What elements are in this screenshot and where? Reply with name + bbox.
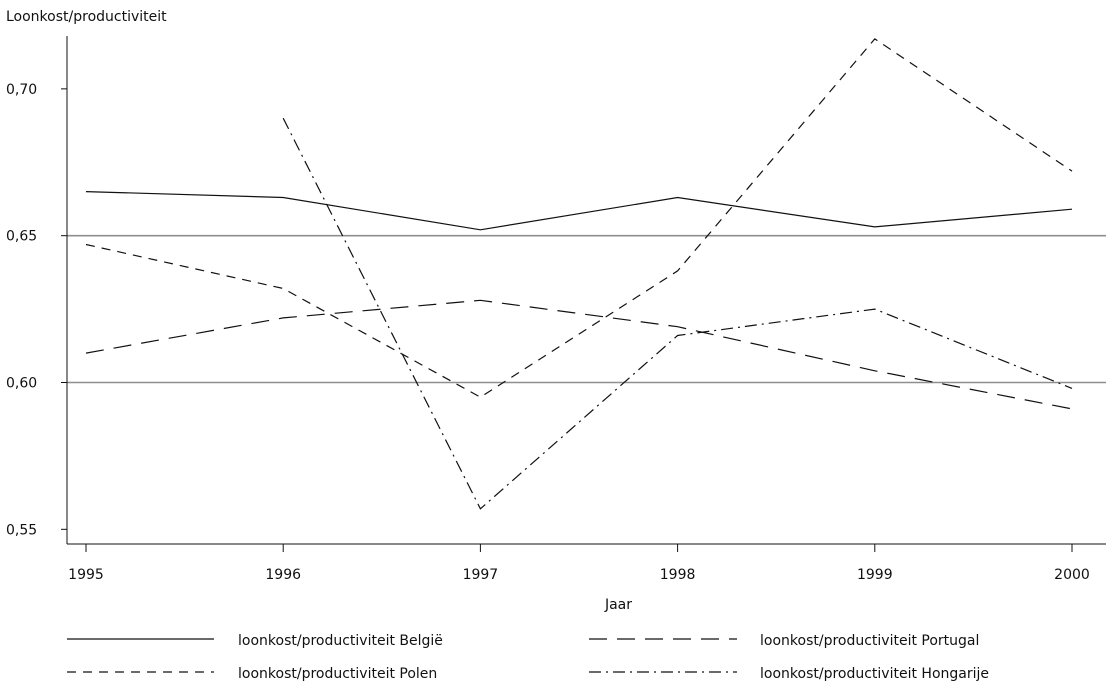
legend-label: loonkost/productiviteit Hongarije — [760, 666, 989, 682]
x-ticks: 1995 1996 1997 1998 1999 2000 — [68, 544, 1090, 583]
series-line-3 — [85, 38, 1073, 398]
legend: loonkost/productiviteit België loonkost/p… — [67, 633, 989, 682]
y-tick-label: 0,60 — [6, 375, 37, 391]
x-tick-label: 1995 — [68, 567, 104, 583]
axes — [66, 36, 1106, 545]
series-line-4 — [282, 117, 1073, 510]
x-tick-label: 1999 — [857, 567, 893, 583]
legend-label: loonkost/productiviteit Polen — [238, 666, 437, 682]
y-tick-label: 0,65 — [6, 229, 37, 245]
series-lines — [85, 38, 1073, 510]
series-line-2 — [85, 299, 1073, 410]
x-tick-label: 1997 — [463, 567, 499, 583]
reference-lines — [67, 234, 1106, 384]
legend-label: loonkost/productiviteit Portugal — [760, 633, 979, 649]
series-line-1 — [85, 191, 1073, 231]
y-tick-label: 0,55 — [6, 522, 37, 538]
x-axis-title: Jaar — [604, 597, 632, 613]
x-tick-label: 1996 — [265, 567, 301, 583]
y-tick-label: 0,70 — [6, 82, 37, 98]
y-ticks: 0,55 0,60 0,65 0,70 — [6, 82, 67, 538]
x-tick-label: 1998 — [660, 567, 696, 583]
legend-label: loonkost/productiviteit België — [238, 633, 443, 649]
y-axis-title: Loonkost/productiviteit — [6, 9, 167, 25]
x-tick-label: 2000 — [1054, 567, 1090, 583]
